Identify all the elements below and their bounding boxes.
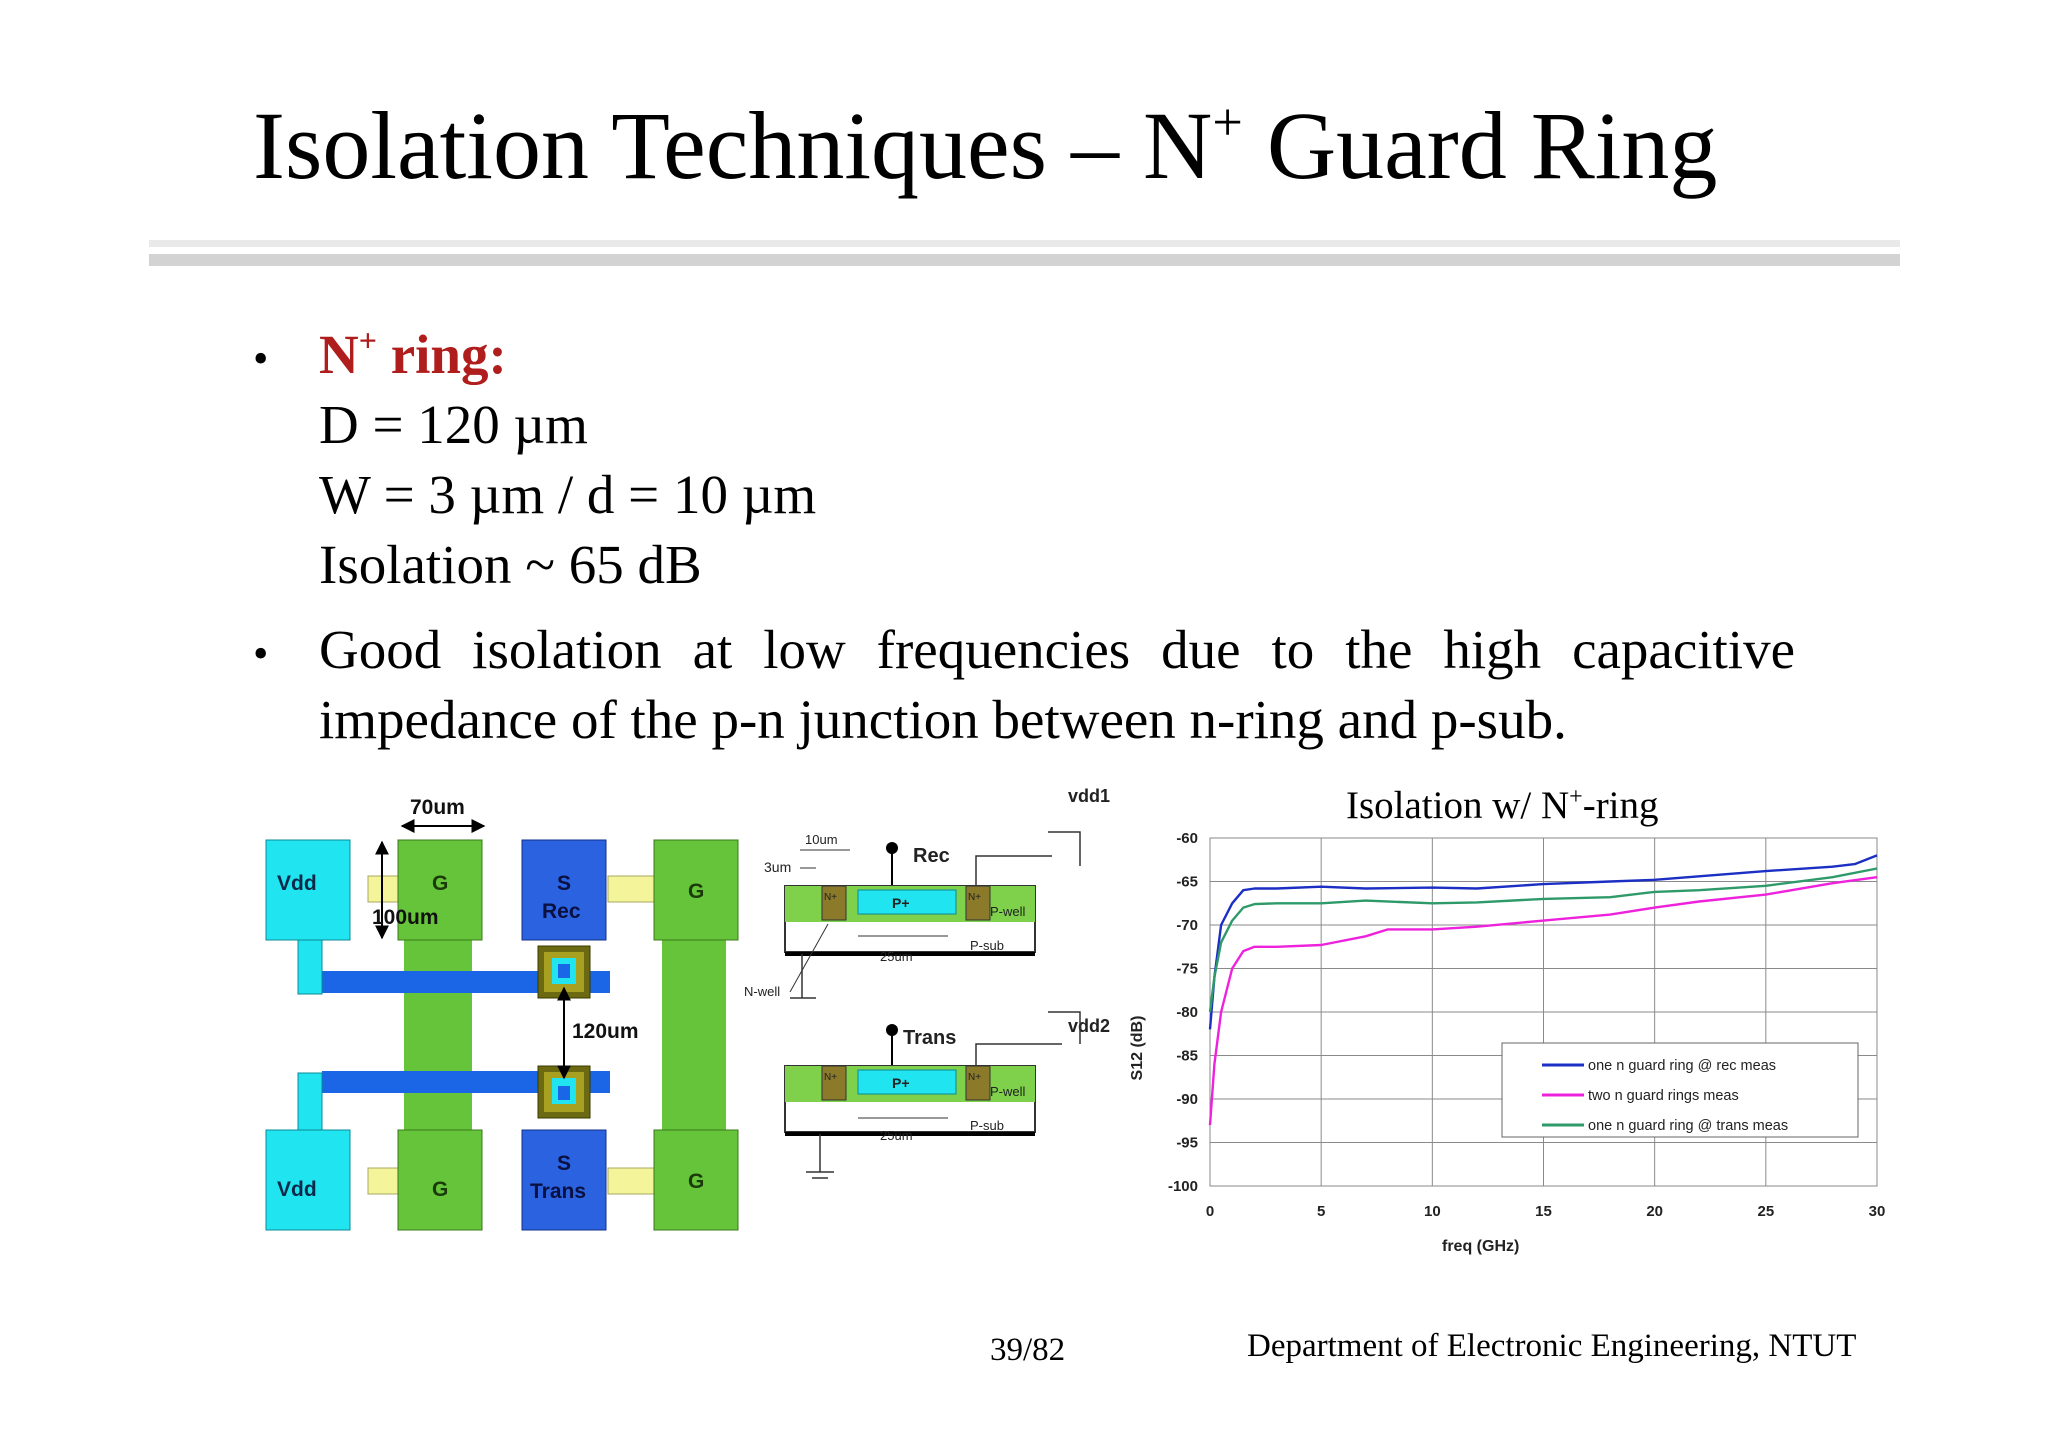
gate-pad: [653, 839, 739, 941]
series-line-2: [1208, 876, 1878, 1126]
slide-title: Isolation Techniques – N+ Guard Ring: [253, 92, 1718, 199]
p-sub-label: P-sub: [970, 1118, 1004, 1133]
x-tick-label: 30: [1869, 1203, 1886, 1220]
bullet-1: N+ ring: D = 120 µm W = 3 µm / d = 10 µm…: [319, 320, 816, 600]
x-tick-label: 10: [1424, 1203, 1441, 1220]
dim-width-label: 70um: [410, 796, 465, 819]
yellow-connector: [367, 875, 401, 903]
vdd-label: Vdd: [277, 872, 317, 895]
y-tick-label: -100: [1168, 1178, 1198, 1195]
rec-terminal: [886, 842, 898, 854]
layout-diagram: 70um 100um 120um Vdd Vdd G G G G S Rec S…: [265, 796, 739, 1231]
y-tick-label: -90: [1176, 1091, 1198, 1108]
x-axis-label: freq (GHz): [1442, 1238, 1519, 1255]
y-tick-label: -85: [1176, 1048, 1198, 1065]
legend-entry: one n guard ring @ rec meas: [1588, 1058, 1776, 1074]
dim-25um-label: 25um: [880, 949, 913, 964]
n-plus-label: N+: [968, 892, 981, 903]
n-plus-label: N+: [968, 1072, 981, 1083]
trans-terminal: [886, 1024, 898, 1036]
g-label: G: [688, 1170, 704, 1193]
p-well-label: P-well: [990, 1084, 1026, 1099]
rec-label: Rec: [542, 900, 581, 923]
bullet-dot-1: •: [253, 334, 269, 383]
trans-label: Trans: [903, 1027, 956, 1049]
n-well-label: N-well: [744, 984, 780, 999]
y-tick-label: -60: [1176, 830, 1198, 847]
source-pad-rec: [521, 839, 607, 941]
dim-3um-label: 3um: [764, 859, 791, 875]
bullet-2: Good isolation at low frequencies due to…: [319, 615, 1795, 755]
y-axis-label: S12 (dB): [1129, 1016, 1146, 1081]
isolation-chart: Isolation w/ N+-ring 0 5 10 15 20 25 30 -60 -65 -…: [1129, 784, 1885, 1255]
p-plus-label: P+: [892, 1075, 910, 1091]
series-line-3: [1208, 867, 1878, 1013]
n-plus-label: N+: [824, 1072, 837, 1083]
n-plus-label: N+: [824, 892, 837, 903]
yellow-connector: [367, 1167, 401, 1195]
bullet-2-line-1: Good isolation at low frequencies due to…: [319, 619, 1795, 680]
bullet-1-line-d: D = 120 µm: [319, 394, 588, 455]
p-plus-label: P+: [892, 895, 910, 911]
bullet-1-line-isolation: Isolation ~ 65 dB: [319, 534, 702, 595]
legend-entry: one n guard ring @ trans meas: [1588, 1118, 1788, 1134]
footer-department: Department of Electronic Engineering, NT…: [1247, 1328, 1857, 1364]
dim-height-label: 100um: [372, 906, 439, 929]
vdd-pad-bottom: [265, 1129, 351, 1231]
chart-legend: one n guard ring @ rec meas two n guard r…: [1501, 1042, 1859, 1138]
g-label: G: [432, 872, 448, 895]
bullet-dot-2: •: [253, 629, 269, 678]
s-label: S: [557, 872, 571, 895]
bullet-1-line-w: W = 3 µm / d = 10 µm: [319, 464, 817, 525]
vdd-label: Vdd: [277, 1178, 317, 1201]
x-tick-label: 0: [1206, 1203, 1214, 1220]
x-tick-label: 20: [1646, 1203, 1663, 1220]
gate-pad: [397, 839, 483, 941]
dim-25um-label: 25um: [880, 1128, 913, 1143]
y-tick-label: -80: [1176, 1004, 1198, 1021]
vdd1-label: vdd1: [1068, 786, 1110, 806]
x-tick-label: 15: [1535, 1203, 1552, 1220]
y-tick-label: -65: [1176, 874, 1198, 891]
bullet-1-heading: N+ ring:: [319, 322, 507, 385]
vdd2-label: vdd2: [1068, 1016, 1110, 1036]
gate-pad: [397, 1129, 483, 1231]
dim-10um-label: 10um: [805, 832, 838, 847]
title-rule-top: [149, 240, 1900, 247]
cross-section-diagram: vdd1 Rec 10um 3um P+ N+ N+ P-well P-sub …: [744, 786, 1110, 1179]
x-tick-label: 5: [1317, 1203, 1325, 1220]
y-tick-label: -75: [1176, 961, 1198, 978]
dim-spacing-label: 120um: [572, 1020, 639, 1043]
gate-pad: [653, 1129, 739, 1231]
title-rule-bottom: [149, 254, 1900, 266]
series-line-1: [1208, 854, 1878, 1030]
rec-label: Rec: [913, 845, 950, 867]
y-tick-label: -70: [1176, 917, 1198, 934]
p-sub-label: P-sub: [970, 938, 1004, 953]
x-tick-label: 25: [1757, 1203, 1774, 1220]
vdd-pad-top: [265, 839, 351, 941]
legend-entry: two n guard rings meas: [1588, 1088, 1739, 1104]
source-pad-trans: [521, 1129, 607, 1231]
legend-box: [1501, 1042, 1859, 1138]
s-label: S: [557, 1152, 571, 1175]
page-number: 39/82: [990, 1332, 1066, 1368]
y-tick-label: -95: [1176, 1135, 1198, 1152]
bullet-2-line-2: impedance of the p-n junction between n-…: [319, 689, 1567, 750]
g-label: G: [688, 880, 704, 903]
p-well-label: P-well: [990, 904, 1026, 919]
chart-title: Isolation w/ N+-ring: [1346, 784, 1659, 827]
plot-area: 0 5 10 15 20 25 30 -60 -65 -70 -75 -80 -85 -90 -95 -100: [1168, 830, 1885, 1220]
g-label: G: [432, 1178, 448, 1201]
trans-label: Trans: [530, 1180, 586, 1203]
